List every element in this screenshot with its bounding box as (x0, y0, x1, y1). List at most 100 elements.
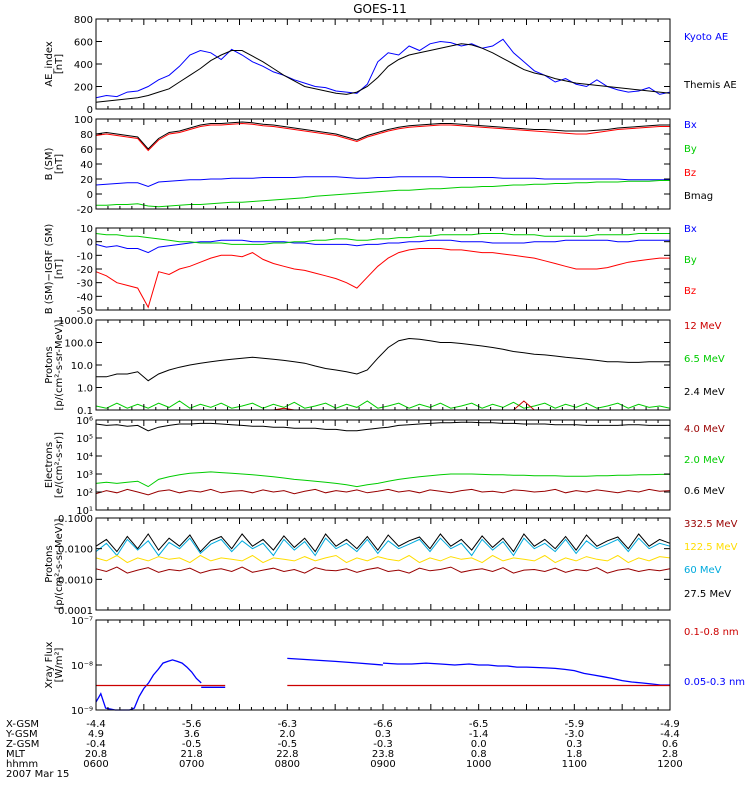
ytick-label-ae-2: 400 (74, 60, 93, 71)
legend-protons1-2: 2.4 MeV (684, 387, 725, 398)
ylabel-b-1: [nT] (54, 154, 65, 174)
ytick-label-electrons-1: 10² (76, 488, 93, 499)
ylabel-ae-0: AE_index (44, 41, 55, 87)
ytick-label-bres-5: 0 (87, 238, 93, 249)
ylabel-protons2-1: [p/(cm²-s-sr-MeV)] (54, 518, 65, 609)
ytick-label-xray-1: 10⁻⁸ (71, 661, 93, 672)
xaxis-value-4-2: 0800 (275, 759, 300, 770)
xaxis-value-2-0: -0.4 (86, 739, 106, 750)
xaxis-value-1-6: -4.4 (660, 729, 680, 740)
ytick-label-b-1: 0 (87, 190, 93, 201)
series-protons2-3 (95, 566, 671, 574)
ytick-label-ae-0: 0 (87, 105, 93, 116)
series-b-2 (95, 122, 670, 152)
ytick-label-protons1-2: 10.0 (71, 361, 93, 372)
xaxis-value-0-3: -6.6 (373, 719, 393, 730)
ytick-label-b-6: 100 (74, 115, 93, 126)
xaxis-value-2-1: -0.5 (182, 739, 202, 750)
ytick-label-bres-2: -30 (77, 279, 93, 290)
series-b-3 (95, 121, 670, 150)
legend-bres-1: By (684, 255, 697, 266)
panel-bres: -50 -40 -30 -20 -10 0 10 B (SM)−IGRF (SM) [nT] Bx… (44, 224, 697, 317)
ytick-label-protons1-0: 0.1 (77, 406, 93, 417)
ytick-label-b-4: 60 (80, 145, 93, 156)
series-ae-1 (95, 43, 671, 103)
xaxis-value-0-6: -4.9 (660, 719, 680, 730)
series-protons2-1 (95, 537, 671, 557)
xaxis-value-4-6: 1200 (657, 759, 682, 770)
xaxis-value-4-0: 0600 (83, 759, 108, 770)
xaxis-value-4-5: 1100 (562, 759, 587, 770)
xaxis-value-2-2: -0.5 (278, 739, 298, 750)
ytick-label-electrons-4: 10⁵ (76, 434, 93, 445)
panel-electrons: 10¹ 10² 10³ 10⁴ 10⁵ 10⁶ Electrons [e/(cm²-s-sr)… (44, 416, 725, 517)
series-bres-2 (95, 248, 670, 309)
legend-xray-0: 0.1-0.8 nm (684, 627, 739, 638)
ytick-label-protons1-3: 100.0 (64, 339, 93, 350)
xaxis-value-3-2: 22.8 (276, 749, 298, 760)
ytick-label-ae-3: 600 (74, 38, 93, 49)
panel-protons1: 0.1 1.0 10.0 100.0 1000.0 Protons [p/(cm²-s-sr… (44, 316, 725, 417)
series-electrons-1 (95, 471, 670, 488)
ytick-label-b-0: -20 (77, 205, 93, 216)
xaxis-row-label-1: Y-GSM (5, 729, 38, 740)
xaxis-value-3-1: 21.8 (181, 749, 203, 760)
chart-title: GOES-11 (353, 2, 407, 16)
series-bres-1 (95, 233, 670, 245)
ytick-label-ae-4: 800 (74, 15, 93, 26)
xaxis-row-label-2: Z-GSM (6, 739, 39, 750)
xaxis-value-1-5: -3.0 (565, 729, 585, 740)
ylabel-electrons-1: [e/(cm²-s-sr)] (54, 432, 65, 498)
xaxis-value-0-2: -6.3 (278, 719, 298, 730)
legend-protons2-1: 122.5 MeV (684, 542, 738, 553)
ylabel-electrons-0: Electrons (44, 442, 55, 488)
xaxis-value-2-5: 0.3 (566, 739, 582, 750)
xaxis-value-0-1: -5.6 (182, 719, 202, 730)
ylabel-protons1-0: Protons (44, 346, 55, 383)
panel-xray: 10⁻⁹ 10⁻⁸ 10⁻⁷ Xray Flux [W/m²] 0.1-0.8 nm 0.0… (44, 616, 745, 717)
series-protons2-0 (95, 533, 671, 553)
series-protons2-2 (95, 554, 671, 564)
xaxis-value-1-0: 4.9 (88, 729, 104, 740)
ytick-label-xray-2: 10⁻⁷ (71, 616, 93, 627)
series-b-0 (95, 176, 670, 188)
frame-protons2 (95, 517, 671, 611)
xaxis-value-2-4: 0.0 (471, 739, 487, 750)
ylabel-ae-1: [nT] (54, 54, 65, 74)
ytick-label-bres-4: -10 (77, 251, 93, 262)
frame-protons1 (95, 319, 671, 411)
legend-bres-0: Bx (684, 224, 697, 235)
series-bres-0 (95, 239, 670, 254)
ytick-label-electrons-0: 10¹ (76, 506, 93, 517)
xaxis-value-3-6: 2.8 (662, 749, 678, 760)
xaxis-value-1-2: 2.0 (279, 729, 295, 740)
ytick-label-bres-6: 10 (80, 224, 93, 235)
legend-protons2-3: 27.5 MeV (684, 589, 731, 600)
ylabel-xray-1: [W/m²] (54, 647, 65, 682)
legend-xray-1: 0.05-0.3 nm (684, 677, 745, 688)
series-xray-0-seg-2 (287, 657, 384, 666)
xaxis-value-3-3: 23.8 (372, 749, 394, 760)
ytick-label-electrons-5: 10⁶ (76, 416, 93, 427)
xaxis-date: 2007 Mar 15 (6, 769, 69, 780)
legend-b-0: Bx (684, 120, 697, 131)
panel-ae: 0 200 400 600 800 AE_index [nT] Kyoto AE Themis … (44, 15, 737, 116)
xaxis-value-0-4: -6.5 (469, 719, 489, 730)
ytick-label-electrons-2: 10³ (76, 470, 93, 481)
xaxis-value-2-3: -0.3 (373, 739, 393, 750)
x-axis-table: X-GSM -4.4 -5.6 -6.3 -6.6 -6.5 -5.9 -4.9 Y-GSM 4.… (5, 719, 683, 780)
series-xray-0-seg-3 (382, 662, 670, 686)
ytick-label-b-2: 20 (80, 175, 93, 186)
xaxis-value-1-4: -1.4 (469, 729, 489, 740)
xaxis-row-label-0: X-GSM (6, 719, 39, 730)
legend-b-2: Bz (684, 168, 696, 179)
xaxis-value-3-0: 20.8 (85, 749, 107, 760)
ylabel-bres-0: B (SM)−IGRF (SM) (44, 224, 55, 315)
series-b-1 (96, 180, 670, 208)
legend-electrons-1: 2.0 MeV (684, 455, 725, 466)
ytick-label-bres-0: -50 (77, 306, 93, 317)
ytick-label-bres-3: -20 (77, 265, 93, 276)
ytick-label-b-3: 40 (80, 160, 93, 171)
